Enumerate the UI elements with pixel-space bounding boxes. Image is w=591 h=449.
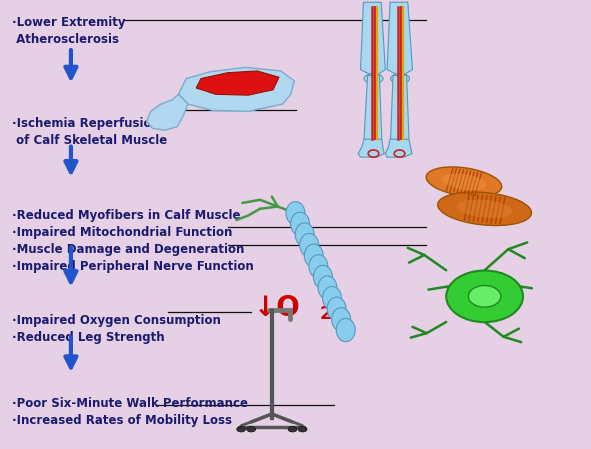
Polygon shape <box>387 2 413 74</box>
Ellipse shape <box>318 276 337 299</box>
Polygon shape <box>361 2 385 74</box>
Ellipse shape <box>300 233 319 257</box>
Polygon shape <box>196 71 279 95</box>
Ellipse shape <box>291 212 310 236</box>
Polygon shape <box>385 139 412 157</box>
Ellipse shape <box>336 318 355 342</box>
Polygon shape <box>391 75 409 145</box>
Ellipse shape <box>332 308 350 331</box>
Text: 2: 2 <box>319 305 332 323</box>
Polygon shape <box>178 67 294 111</box>
Text: ·Reduced Myofibers in Calf Muscle
·Impaired Mitochondrial Function
·Muscle Damag: ·Reduced Myofibers in Calf Muscle ·Impai… <box>12 209 254 273</box>
Ellipse shape <box>286 202 305 225</box>
Text: ·Poor Six-Minute Walk Performance
·Increased Rates of Mobility Loss: ·Poor Six-Minute Walk Performance ·Incre… <box>12 397 248 427</box>
Ellipse shape <box>441 173 486 190</box>
Ellipse shape <box>288 427 297 432</box>
Ellipse shape <box>323 286 342 310</box>
Polygon shape <box>147 94 188 130</box>
Text: ·Ischemia Reperfusion
 of Calf Skeletal Muscle: ·Ischemia Reperfusion of Calf Skeletal M… <box>12 117 167 147</box>
Ellipse shape <box>327 297 346 321</box>
Ellipse shape <box>309 255 328 278</box>
Text: ↓O: ↓O <box>254 294 301 321</box>
Polygon shape <box>364 75 382 145</box>
Ellipse shape <box>391 74 410 84</box>
Ellipse shape <box>456 199 513 218</box>
Ellipse shape <box>304 244 323 268</box>
Ellipse shape <box>246 427 255 432</box>
Ellipse shape <box>313 265 332 289</box>
Ellipse shape <box>446 270 523 322</box>
Ellipse shape <box>426 167 502 197</box>
Ellipse shape <box>468 286 501 307</box>
Ellipse shape <box>295 223 314 246</box>
Ellipse shape <box>438 192 531 225</box>
Ellipse shape <box>236 427 246 432</box>
Polygon shape <box>358 139 384 157</box>
Text: ·Impaired Oxygen Consumption
·Reduced Leg Strength: ·Impaired Oxygen Consumption ·Reduced Le… <box>12 314 220 344</box>
Ellipse shape <box>364 74 383 84</box>
Ellipse shape <box>298 427 307 432</box>
Text: ·Lower Extremity
 Atherosclerosis: ·Lower Extremity Atherosclerosis <box>12 16 125 46</box>
